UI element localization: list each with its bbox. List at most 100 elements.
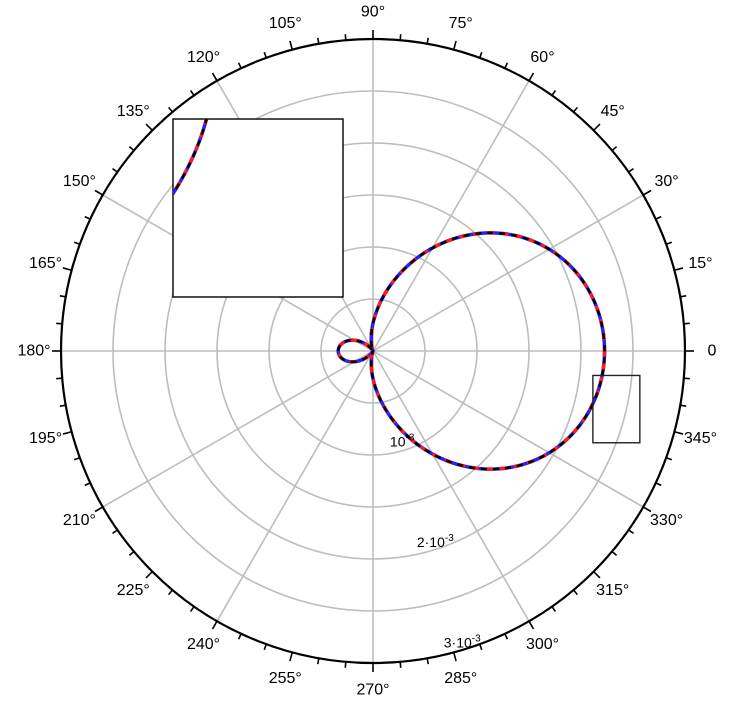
angular-tick <box>452 652 457 662</box>
angular-tick <box>167 589 174 596</box>
angular-tick <box>680 404 687 408</box>
angular-tick <box>211 620 218 630</box>
grid-spoke <box>216 350 374 622</box>
angular-tick <box>344 661 347 668</box>
angular-tick <box>683 377 690 380</box>
angular-tick <box>128 550 135 557</box>
angle-tick-label: 315° <box>596 582 629 599</box>
angular-tick <box>73 241 81 246</box>
angular-tick <box>572 589 579 596</box>
radial-tick-label: 10-3 <box>390 432 415 449</box>
angle-tick-label: 135° <box>117 103 150 120</box>
angle-tick-label: 165° <box>29 255 62 272</box>
angular-tick <box>59 294 66 298</box>
angular-tick <box>655 482 662 487</box>
angular-tick <box>642 189 652 196</box>
pattern-curves <box>336 231 607 471</box>
angle-tick-label: 180° <box>17 343 50 360</box>
angle-tick-label: 45° <box>601 103 625 120</box>
angle-tick-label: 75° <box>449 15 473 32</box>
angular-tick <box>593 123 601 131</box>
angular-tick <box>452 40 457 50</box>
angle-tick-label: 270° <box>356 682 389 699</box>
angle-tick-label: 30° <box>654 173 678 190</box>
angle-tick-label: 300° <box>526 636 559 653</box>
angular-tick <box>56 377 63 380</box>
angular-tick <box>642 506 652 513</box>
angle-tick-label: 210° <box>63 512 96 529</box>
angular-tick <box>145 571 153 579</box>
angular-tick <box>263 643 268 651</box>
angular-tick <box>189 90 195 96</box>
angular-tick <box>528 620 535 630</box>
inset-panel <box>172 118 344 298</box>
angle-tick-label: 285° <box>444 670 477 687</box>
angle-tick-label: 120° <box>187 49 220 66</box>
angular-tick <box>399 34 402 41</box>
angle-tick-label: 15° <box>688 255 712 272</box>
angular-tick <box>665 456 673 461</box>
angular-tick <box>62 267 72 272</box>
zoom-rect <box>592 374 641 444</box>
grid-spoke <box>372 350 644 508</box>
angular-tick <box>128 145 135 152</box>
angular-tick <box>611 145 618 152</box>
angular-tick <box>344 34 347 41</box>
angular-tick <box>628 167 634 173</box>
angular-tick <box>84 215 91 220</box>
angular-tick <box>112 167 118 173</box>
radial-tick-label: 3·10-3 <box>444 633 481 650</box>
angular-tick <box>426 37 430 44</box>
angular-tick <box>94 506 104 513</box>
angular-tick <box>62 430 72 435</box>
zoom-box <box>592 374 641 444</box>
angular-tick <box>426 658 430 665</box>
angle-tick-label: 345° <box>684 430 717 447</box>
angular-tick <box>56 322 63 325</box>
inset-frame <box>172 118 344 298</box>
angular-ticks <box>52 30 694 672</box>
angular-tick <box>504 62 509 69</box>
angle-tick-label: 225° <box>117 582 150 599</box>
angular-tick <box>665 241 673 246</box>
angular-tick <box>237 633 242 640</box>
angular-tick <box>680 294 687 298</box>
angular-tick <box>478 643 483 651</box>
angle-tick-label: 60° <box>530 49 554 66</box>
angular-tick <box>572 106 579 113</box>
angular-tick <box>316 37 320 44</box>
angular-tick <box>84 482 91 487</box>
angular-tick <box>551 606 557 612</box>
angular-tick <box>399 661 402 668</box>
angular-tick <box>655 215 662 220</box>
inset-series-line <box>173 119 209 197</box>
angular-tick <box>289 40 294 50</box>
grid-spoke <box>102 350 374 508</box>
grid-spoke <box>372 80 530 352</box>
angular-tick <box>316 658 320 665</box>
angular-tick <box>551 90 557 96</box>
inset-curves <box>173 119 209 197</box>
angular-tick <box>674 430 684 435</box>
angular-tick <box>478 51 483 59</box>
angular-tick <box>263 51 268 59</box>
angular-tick-labels: 0 15° 30° 45° 60° 75° 90° 105° 120° 135° 150° 165° 1… <box>17 4 717 699</box>
angle-tick-label: 105° <box>269 15 302 32</box>
angular-tick <box>73 456 81 461</box>
angular-tick <box>59 404 66 408</box>
angular-tick <box>94 189 104 196</box>
angle-tick-label: 195° <box>29 430 62 447</box>
angular-tick <box>145 123 153 131</box>
grid-spoke <box>372 350 530 622</box>
angular-tick <box>112 529 118 535</box>
angular-tick <box>189 606 195 612</box>
angular-tick <box>683 322 690 325</box>
angular-tick <box>167 106 174 113</box>
angular-tick <box>628 529 634 535</box>
grid-spoke <box>372 194 644 352</box>
radial-tick-labels: 10-3 2·10-3 3·10-3 <box>390 432 481 650</box>
angle-tick-label: 0 <box>708 343 717 360</box>
angle-tick-label: 90° <box>361 4 385 21</box>
angular-tick <box>674 267 684 272</box>
